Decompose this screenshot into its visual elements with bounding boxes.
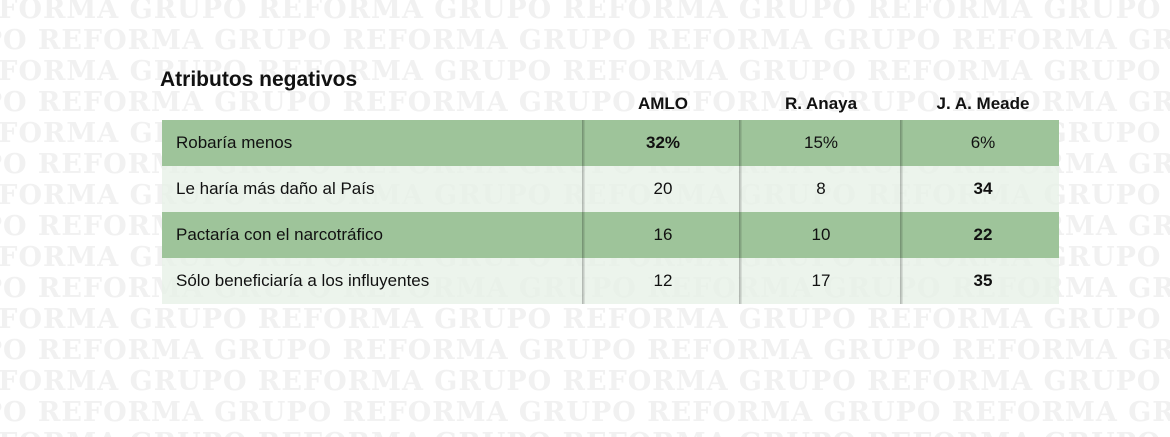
column-divider: [739, 120, 742, 304]
chart-title: Atributos negativos: [160, 68, 358, 91]
watermark-line: GRUPO REFORMA GRUPO REFORMA GRUPO REFORM…: [0, 304, 1170, 335]
cell-value: 8: [816, 179, 826, 198]
cell-value: 12: [653, 271, 673, 290]
column-header-anaya: R. Anaya: [784, 94, 858, 113]
row-label: Pactaría con el narcotráfico: [176, 225, 383, 244]
watermark-line: GRUPO REFORMA GRUPO REFORMA GRUPO REFORM…: [0, 430, 1170, 437]
table-row: Sólo beneficiaría a los influyentes 12 1…: [162, 258, 1059, 304]
column-divider: [900, 120, 903, 304]
table-row: Pactaría con el narcotráfico 16 10 22: [162, 212, 1059, 258]
watermark-line: GRUPO REFORMA GRUPO REFORMA GRUPO REFORM…: [0, 25, 1170, 56]
row-label: Le haría más daño al País: [176, 179, 375, 198]
column-header-amlo: AMLO: [637, 94, 689, 113]
watermark-line: GRUPO REFORMA GRUPO REFORMA GRUPO REFORM…: [0, 366, 1170, 397]
row-label: Robaría menos: [176, 133, 293, 152]
cell-value: 17: [811, 271, 831, 290]
cell-value: 22: [973, 225, 993, 244]
cell-value: 20: [653, 179, 673, 198]
cell-value: 35: [973, 271, 993, 290]
table-row: Robaría menos 32% 15% 6%: [162, 120, 1059, 166]
watermark-line: GRUPO REFORMA GRUPO REFORMA GRUPO REFORM…: [0, 335, 1170, 366]
cell-value: 32%: [645, 133, 681, 152]
row-label: Sólo beneficiaría a los influyentes: [176, 271, 430, 290]
column-divider: [582, 120, 585, 304]
column-header-meade: J. A. Meade: [936, 94, 1030, 113]
cell-value: 10: [811, 225, 831, 244]
cell-value: 6%: [970, 133, 996, 152]
cell-value: 34: [973, 179, 993, 198]
watermark-line: GRUPO REFORMA GRUPO REFORMA GRUPO REFORM…: [0, 397, 1170, 428]
cell-value: 15%: [803, 133, 839, 152]
watermark-line: GRUPO REFORMA GRUPO REFORMA GRUPO REFORM…: [0, 0, 1170, 25]
data-table: Robaría menos 32% 15% 6% Le haría más da…: [162, 120, 1059, 304]
cell-value: 16: [653, 225, 673, 244]
table-row: Le haría más daño al País 20 8 34: [162, 166, 1059, 212]
